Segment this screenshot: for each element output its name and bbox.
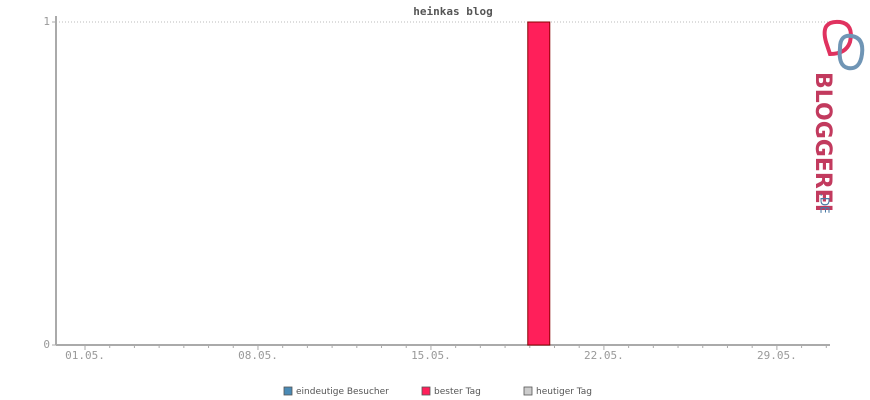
x-tick-label: 15.05. xyxy=(411,349,451,362)
x-tick-label: 29.05. xyxy=(757,349,797,362)
bar xyxy=(527,21,551,346)
legend-swatch xyxy=(283,386,293,396)
chart-title: heinkas blog xyxy=(413,5,492,18)
legend-label: heutiger Tag xyxy=(536,387,592,397)
x-tick-label: 01.05. xyxy=(65,349,105,362)
x-tick-label: 08.05. xyxy=(238,349,278,362)
x-tick-label: 22.05. xyxy=(584,349,624,362)
legend-label: bester Tag xyxy=(434,387,481,397)
logo-text: BLOGGEREI xyxy=(810,72,835,212)
y-tick-label: 1 xyxy=(43,15,50,28)
legend-swatch xyxy=(523,386,533,396)
logo: BLOGGEREI .DE xyxy=(810,19,865,214)
legend-swatch xyxy=(421,386,431,396)
y-tick-label: 0 xyxy=(43,338,50,351)
logo-suffix: .DE xyxy=(818,193,832,214)
logo-icon xyxy=(837,33,865,71)
legend-label: eindeutige Besucher xyxy=(296,387,389,397)
